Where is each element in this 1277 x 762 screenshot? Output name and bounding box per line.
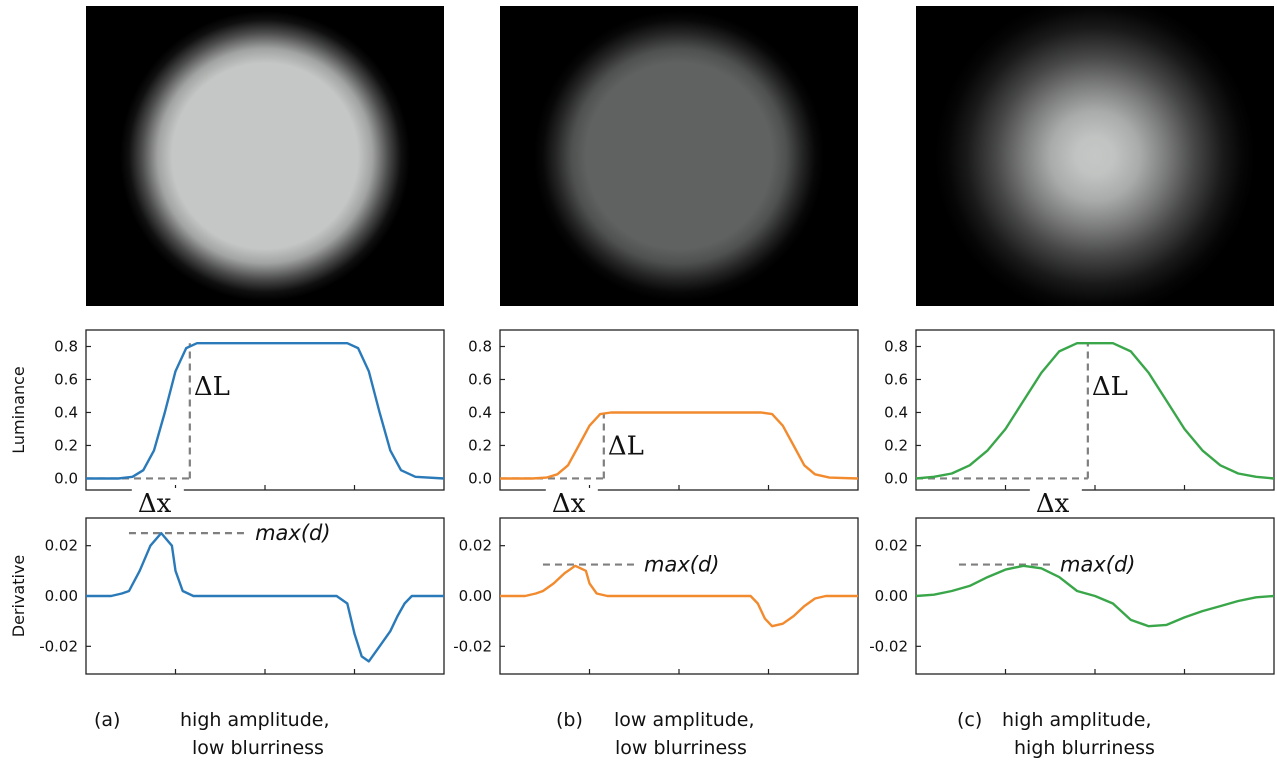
y-tick-label: 0.00 [45,587,78,605]
y-tick-label: 0.4 [468,403,492,421]
circle-images [86,0,1274,316]
max-d-label: max(d) [644,553,719,577]
y-tick-label: -0.02 [39,637,78,655]
y-tick-label: 0.0 [468,469,492,487]
series-line-b [500,564,858,628]
y-tick-label: 0.8 [54,337,78,355]
caption-line-1: high amplitude, [180,709,330,731]
y-tick-label: 0.0 [54,469,78,487]
y-tick-label: 0.6 [54,370,78,388]
label-gap [1029,488,1082,493]
caption-b: (b) low amplitude, low blurriness [556,709,755,759]
derivative-plot-c: 0.02 0.00 -0.02 max(d) [869,517,1275,675]
blurred-circle [935,0,1255,316]
y-tick-label: 0.00 [875,587,908,605]
series-line-c [915,342,1275,480]
delta-l-label: ΔL [608,431,644,461]
y-tick-label: 0.8 [884,337,908,355]
y-tick-label: 0.4 [54,403,78,421]
captions: (a) high amplitude, low blurriness (b) low a… [94,709,1155,759]
y-tick-label: 0.6 [884,370,908,388]
y-tick-label: 0.0 [884,469,908,487]
luminance-plot-c: 0.0 0.2 0.4 0.6 0.8 ΔL Δx [884,329,1275,519]
series-line-b [500,411,859,480]
luminance-plot-a: 0.0 0.2 0.4 0.6 0.8 Luminance ΔL Δx [9,329,445,519]
delta-x-label: Δx [1036,489,1070,519]
caption-tag: (a) [94,709,120,731]
plot-panels: 0.0 0.2 0.4 0.6 0.8 Luminance ΔL Δx 0.0 0.2 0.4 0.6… [9,329,1275,675]
max-d-label: max(d) [1060,553,1135,577]
y-tick-label: 0.2 [884,436,908,454]
delta-x-label: Δx [552,489,586,519]
y-axis-label: Luminance [9,366,28,454]
caption-c: (c) high amplitude, high blurriness [957,709,1155,759]
y-tick-label: 0.02 [459,537,492,555]
caption-tag: (c) [957,709,982,731]
series-line-a [86,342,445,480]
y-tick-label: -0.02 [453,637,492,655]
max-d-label: max(d) [255,521,330,545]
y-tick-label: 0.8 [468,337,492,355]
label-gap [545,488,598,493]
plot-frame [85,329,445,491]
caption-line-1: high amplitude, [1002,709,1152,731]
y-tick-label: 0.2 [54,436,78,454]
series-line-a [86,531,444,663]
caption-line-2: low blurriness [192,737,324,759]
blurred-circle [534,11,824,301]
derivative-plot-b: 0.02 0.00 -0.02 max(d) [453,517,859,675]
label-gap [131,488,184,493]
blurred-circle [120,11,410,301]
series-line-c [915,564,1275,628]
y-tick-label: 0.4 [884,403,908,421]
y-tick-label: 0.02 [45,537,78,555]
y-tick-label: -0.02 [869,637,908,655]
y-axis-label: Derivative [9,555,28,638]
delta-l-label: ΔL [194,372,230,402]
y-tick-label: 0.00 [459,587,492,605]
delta-l-label: ΔL [1092,372,1128,402]
caption-a: (a) high amplitude, low blurriness [94,709,330,759]
caption-line-2: low blurriness [615,737,747,759]
delta-x-label: Δx [138,489,172,519]
y-tick-label: 0.6 [468,370,492,388]
caption-line-2: high blurriness [1014,737,1155,759]
derivative-plot-a: 0.02 0.00 -0.02 Derivative max(d) [9,517,445,675]
y-tick-label: 0.2 [468,436,492,454]
caption-tag: (b) [556,709,583,731]
y-tick-label: 0.02 [875,537,908,555]
caption-line-1: low amplitude, [614,709,755,731]
luminance-plot-b: 0.0 0.2 0.4 0.6 0.8 ΔL Δx [468,329,859,519]
